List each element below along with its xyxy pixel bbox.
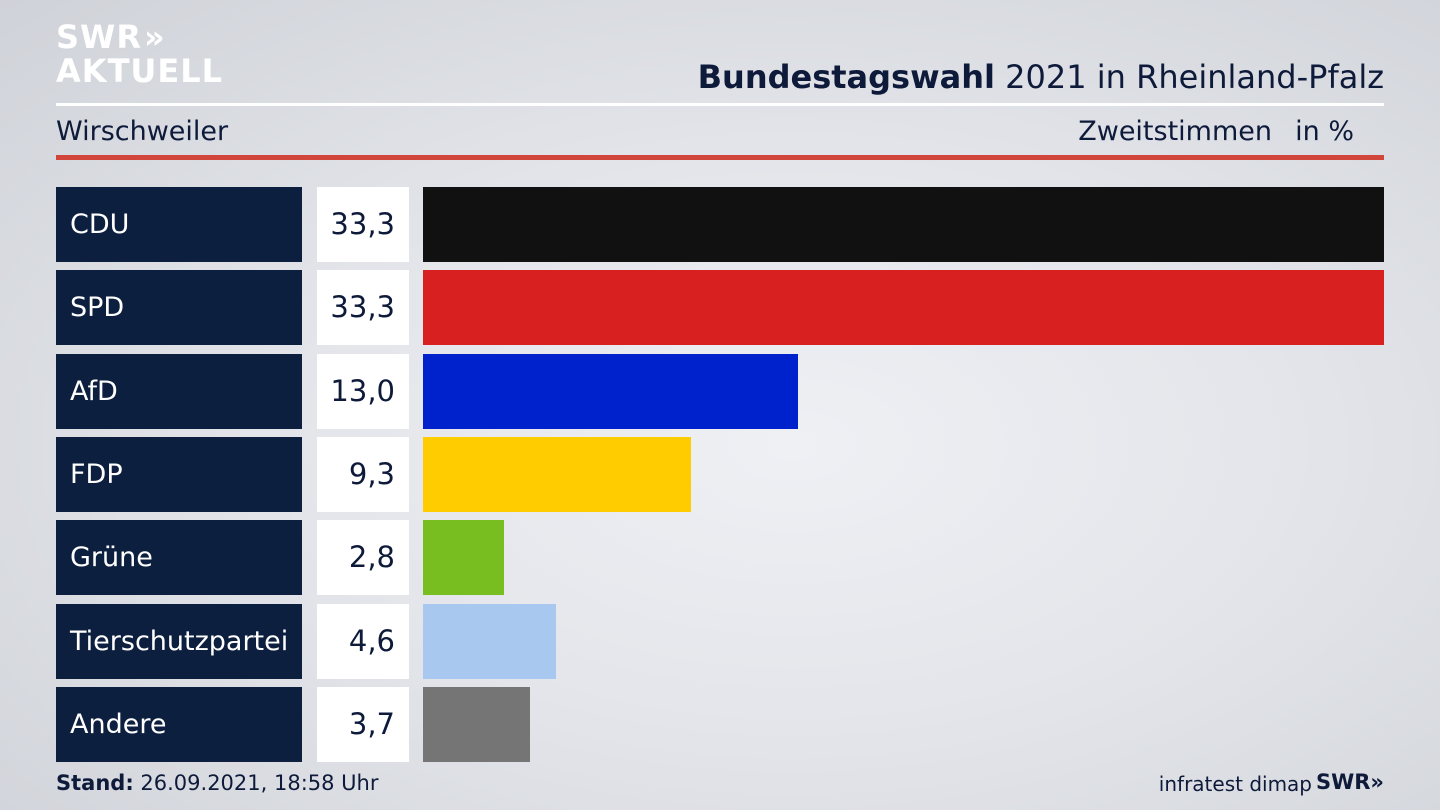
page-title: Bundestagswahl 2021 in Rheinland-Pfalz [698,58,1384,96]
party-label: CDU [56,187,302,262]
logo-line1: SWR [56,18,142,56]
value-label: 3,7 [317,686,409,762]
bar [423,187,1384,262]
bar [423,686,530,762]
value-label: 33,3 [317,187,409,262]
unit-label: in % [1295,116,1354,147]
swr-footer-logo: SWR» [1315,770,1384,794]
bar-row: AfD 13,0 [56,353,1384,429]
source-label: infratest dimap [1158,772,1312,796]
stand-label: Stand: [56,771,134,795]
party-label: FDP [56,436,302,512]
title-rest: 2021 in Rheinland-Pfalz [995,58,1384,96]
swr-aktuell-logo: SWR» AKTUELL [56,18,226,90]
value-label: 2,8 [317,520,409,596]
bar-row: Tierschutzpartei 4,6 [56,603,1384,679]
title-bold: Bundestagswahl [697,58,995,96]
party-label: AfD [56,353,302,429]
party-label: Andere [56,686,302,762]
value-label: 9,3 [317,436,409,512]
bar-row: FDP 9,3 [56,436,1384,512]
bar [423,353,799,429]
bar [423,436,692,512]
party-label: Grüne [56,520,302,596]
value-label: 33,3 [317,270,409,346]
logo-chevrons-icon: » [143,18,166,56]
value-label: 13,0 [317,353,409,429]
bar [423,520,504,596]
logo-line2: AKTUELL [56,52,224,90]
accent-divider [56,155,1384,160]
bar-row: Andere 3,7 [56,686,1384,762]
bar-row: CDU 33,3 [56,187,1384,262]
bar-row: SPD 33,3 [56,270,1384,346]
party-label: Tierschutzpartei [56,603,302,679]
header-divider [56,103,1384,106]
bar [423,270,1384,346]
vote-type-label: Zweitstimmen [1078,116,1272,147]
stand-value: 26.09.2021, 18:58 Uhr [133,771,379,795]
location-label: Wirschweiler [56,116,229,147]
timestamp: Stand: 26.09.2021, 18:58 Uhr [56,771,379,795]
party-label: SPD [56,270,302,346]
value-label: 4,6 [317,603,409,679]
bar-row: Grüne 2,8 [56,520,1384,596]
bar [423,603,556,679]
